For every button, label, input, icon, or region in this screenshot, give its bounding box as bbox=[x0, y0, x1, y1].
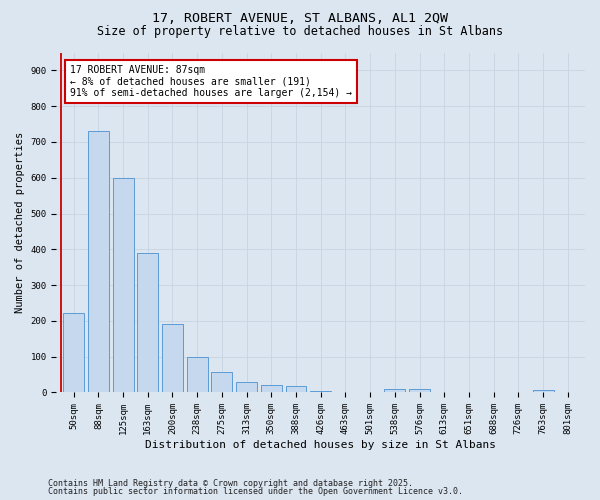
Bar bbox=[88, 131, 109, 392]
Bar bbox=[261, 386, 282, 392]
Text: 17 ROBERT AVENUE: 87sqm
← 8% of detached houses are smaller (191)
91% of semi-de: 17 ROBERT AVENUE: 87sqm ← 8% of detached… bbox=[70, 64, 352, 98]
Bar bbox=[211, 372, 232, 392]
Bar bbox=[137, 253, 158, 392]
Bar bbox=[385, 389, 406, 392]
Text: 17, ROBERT AVENUE, ST ALBANS, AL1 2QW: 17, ROBERT AVENUE, ST ALBANS, AL1 2QW bbox=[152, 12, 448, 26]
X-axis label: Distribution of detached houses by size in St Albans: Distribution of detached houses by size … bbox=[145, 440, 496, 450]
Text: Size of property relative to detached houses in St Albans: Size of property relative to detached ho… bbox=[97, 25, 503, 38]
Bar bbox=[63, 313, 84, 392]
Bar bbox=[533, 390, 554, 392]
Bar bbox=[162, 324, 183, 392]
Y-axis label: Number of detached properties: Number of detached properties bbox=[15, 132, 25, 313]
Bar bbox=[187, 358, 208, 392]
Bar bbox=[409, 389, 430, 392]
Bar bbox=[113, 178, 134, 392]
Text: Contains HM Land Registry data © Crown copyright and database right 2025.: Contains HM Land Registry data © Crown c… bbox=[48, 478, 413, 488]
Text: Contains public sector information licensed under the Open Government Licence v3: Contains public sector information licen… bbox=[48, 487, 463, 496]
Bar bbox=[286, 386, 307, 392]
Bar bbox=[236, 382, 257, 392]
